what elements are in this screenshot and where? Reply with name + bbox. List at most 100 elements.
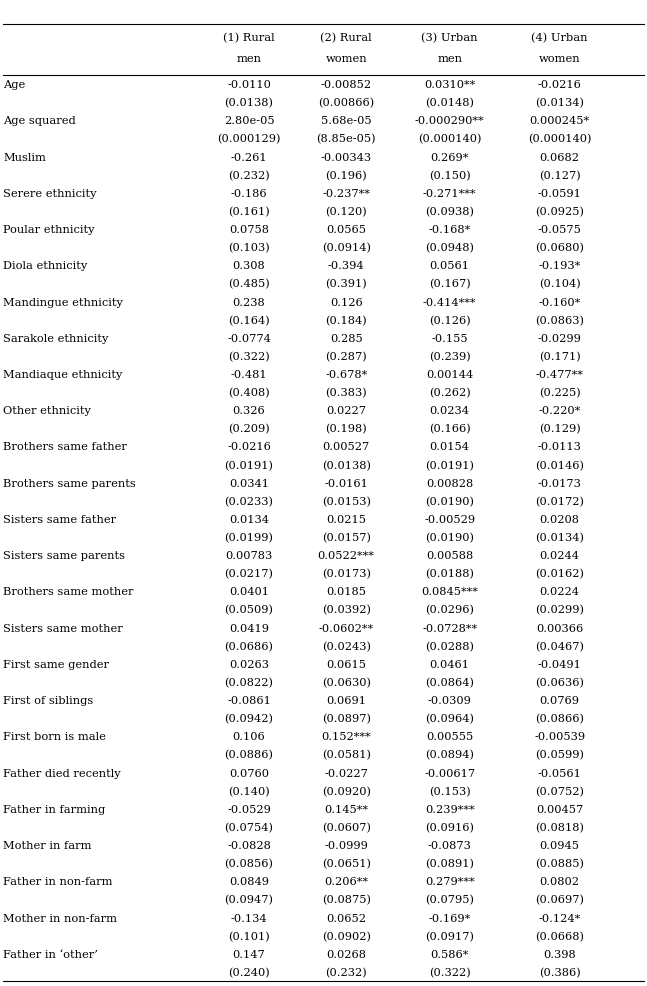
Text: (0.0173): (0.0173) [322,569,371,579]
Text: Brothers same father: Brothers same father [3,442,127,452]
Text: Sisters same parents: Sisters same parents [3,550,126,561]
Text: 0.0565: 0.0565 [326,225,366,235]
Text: (0.0942): (0.0942) [225,714,274,724]
Text: (0.0134): (0.0134) [535,532,584,542]
Text: (0.209): (0.209) [228,424,270,434]
Text: Sisters same mother: Sisters same mother [3,623,123,633]
Text: -0.169*: -0.169* [428,913,471,923]
Text: -0.414***: -0.414*** [423,297,476,308]
Text: 0.0263: 0.0263 [229,660,269,669]
Text: -0.261: -0.261 [231,153,267,163]
Text: 0.0522***: 0.0522*** [318,550,375,561]
Text: (0.0138): (0.0138) [322,460,371,470]
Text: Age: Age [3,80,25,90]
Text: First same gender: First same gender [3,660,109,669]
Text: (0.150): (0.150) [429,171,470,180]
Text: (0.0875): (0.0875) [322,894,371,905]
Text: 0.0652: 0.0652 [326,913,366,923]
Text: Mother in non-farm: Mother in non-farm [3,913,117,923]
Text: (0.0686): (0.0686) [225,641,274,652]
Text: -0.0227: -0.0227 [324,768,368,778]
Text: women: women [325,54,367,64]
Text: (0.103): (0.103) [228,243,270,253]
Text: (0.0917): (0.0917) [425,931,474,941]
Text: 0.00144: 0.00144 [426,370,474,380]
Text: (0.322): (0.322) [228,351,270,362]
Text: (0.0599): (0.0599) [535,749,584,760]
Text: (0.0296): (0.0296) [425,604,474,615]
Text: 0.0769: 0.0769 [540,695,580,705]
Text: (0.0392): (0.0392) [322,604,371,615]
Text: (0.0680): (0.0680) [535,243,584,253]
Text: 0.0802: 0.0802 [540,877,580,886]
Text: (0.0885): (0.0885) [535,858,584,869]
Text: (0.232): (0.232) [325,967,367,977]
Text: 0.0845***: 0.0845*** [421,587,478,597]
Text: 0.206**: 0.206** [324,877,368,886]
Text: (0.0288): (0.0288) [425,641,474,652]
Text: Sisters same father: Sisters same father [3,515,116,525]
Text: -0.477**: -0.477** [536,370,584,380]
Text: (0.0897): (0.0897) [322,714,371,724]
Text: (0.485): (0.485) [228,279,270,289]
Text: 0.00366: 0.00366 [536,623,584,633]
Text: (0.0157): (0.0157) [322,532,371,542]
Text: (0.0190): (0.0190) [425,532,474,542]
Text: (0.0188): (0.0188) [425,569,474,579]
Text: (0.0162): (0.0162) [535,569,584,579]
Text: (0.161): (0.161) [228,206,270,217]
Text: Other ethnicity: Other ethnicity [3,406,91,416]
Text: (0.120): (0.120) [325,206,367,217]
Text: -0.00852: -0.00852 [320,80,372,90]
Text: -0.394: -0.394 [328,261,364,271]
Text: (0.0607): (0.0607) [322,822,371,832]
Text: (0.0795): (0.0795) [425,894,474,905]
Text: Age squared: Age squared [3,116,76,126]
Text: -0.0299: -0.0299 [538,333,582,343]
Text: -0.160*: -0.160* [538,297,581,308]
Text: (0.0938): (0.0938) [425,206,474,217]
Text: (0.0243): (0.0243) [322,641,371,652]
Text: 0.239***: 0.239*** [425,805,474,814]
Text: (0.0199): (0.0199) [225,532,274,542]
Text: -0.0575: -0.0575 [538,225,582,235]
Text: (0.000140): (0.000140) [418,134,481,144]
Text: 0.0215: 0.0215 [326,515,366,525]
Text: 0.00588: 0.00588 [426,550,474,561]
Text: (0.232): (0.232) [228,171,270,180]
Text: (0.140): (0.140) [228,786,270,796]
Text: 5.68e-05: 5.68e-05 [321,116,371,126]
Text: (3) Urban: (3) Urban [421,33,478,42]
Text: (0.0191): (0.0191) [425,460,474,470]
Text: -0.00617: -0.00617 [424,768,476,778]
Text: 0.0682: 0.0682 [540,153,580,163]
Text: (0.000129): (0.000129) [217,134,281,144]
Text: 0.308: 0.308 [233,261,265,271]
Text: 0.0185: 0.0185 [326,587,366,597]
Text: (0.0467): (0.0467) [535,641,584,652]
Text: 0.0760: 0.0760 [229,768,269,778]
Text: (0.0866): (0.0866) [535,714,584,724]
Text: -0.0491: -0.0491 [538,660,582,669]
Text: -0.0828: -0.0828 [227,840,271,850]
Text: -0.0591: -0.0591 [538,188,582,198]
Text: -0.481: -0.481 [231,370,267,380]
Text: 0.279***: 0.279*** [425,877,474,886]
Text: -0.0861: -0.0861 [227,695,271,705]
Text: -0.168*: -0.168* [428,225,471,235]
Text: (0.0864): (0.0864) [425,677,474,687]
Text: (0.0925): (0.0925) [535,206,584,217]
Text: 0.126: 0.126 [330,297,362,308]
Text: Brothers same mother: Brothers same mother [3,587,134,597]
Text: -0.193*: -0.193* [538,261,581,271]
Text: (0.391): (0.391) [325,279,367,289]
Text: (0.0697): (0.0697) [535,894,584,905]
Text: 0.0244: 0.0244 [540,550,580,561]
Text: (0.239): (0.239) [429,351,470,362]
Text: Sarakole ethnicity: Sarakole ethnicity [3,333,109,343]
Text: Brothers same parents: Brothers same parents [3,478,136,488]
Text: 0.0461: 0.0461 [430,660,470,669]
Text: -0.0113: -0.0113 [538,442,582,452]
Text: (4) Urban: (4) Urban [531,33,588,42]
Text: -0.0161: -0.0161 [324,478,368,488]
